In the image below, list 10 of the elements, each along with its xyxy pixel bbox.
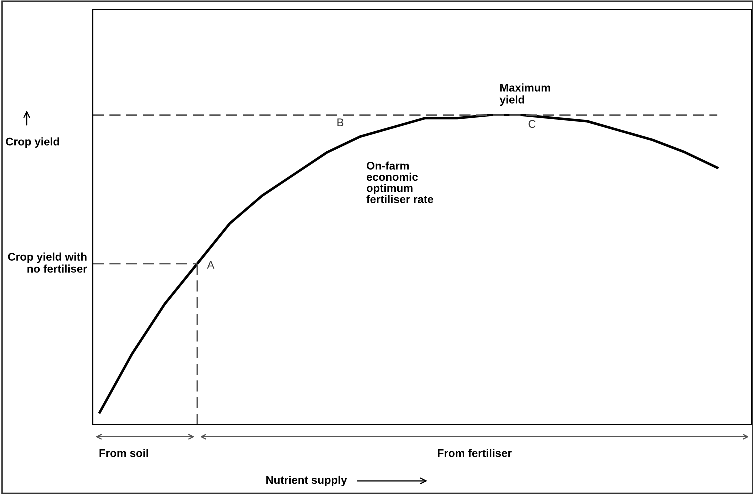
y-axis-title: Crop yield: [6, 138, 60, 148]
ref-line-label: Crop yield with no fertiliser: [8, 252, 88, 273]
annotation: B: [338, 118, 344, 126]
x-axis-title: Nutrient supply: [266, 476, 348, 486]
annotation: C: [528, 120, 536, 128]
text: From soil: [100, 449, 148, 458]
annotation: On-farm economic optimum fertiliser rate: [366, 162, 434, 204]
ref-line-label: Maximum yield: [500, 84, 550, 106]
annotation: A: [207, 261, 215, 269]
text: From fertiliser: [438, 449, 512, 458]
